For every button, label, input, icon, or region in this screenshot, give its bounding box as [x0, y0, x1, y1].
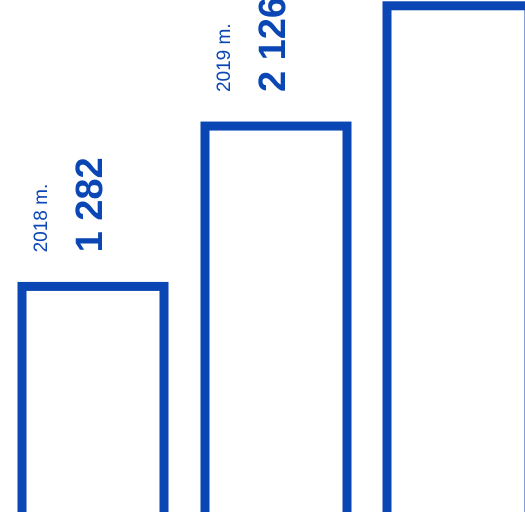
- bar-0: [17, 281, 169, 512]
- bar-2: [382, 1, 525, 512]
- value-label-1: 2 126: [252, 0, 294, 92]
- bar-1: [200, 121, 352, 512]
- year-label-1: 2019 m.: [214, 23, 235, 92]
- value-label-0: 1 282: [69, 157, 111, 252]
- year-label-0: 2018 m.: [31, 184, 52, 253]
- bars-group: [17, 1, 525, 512]
